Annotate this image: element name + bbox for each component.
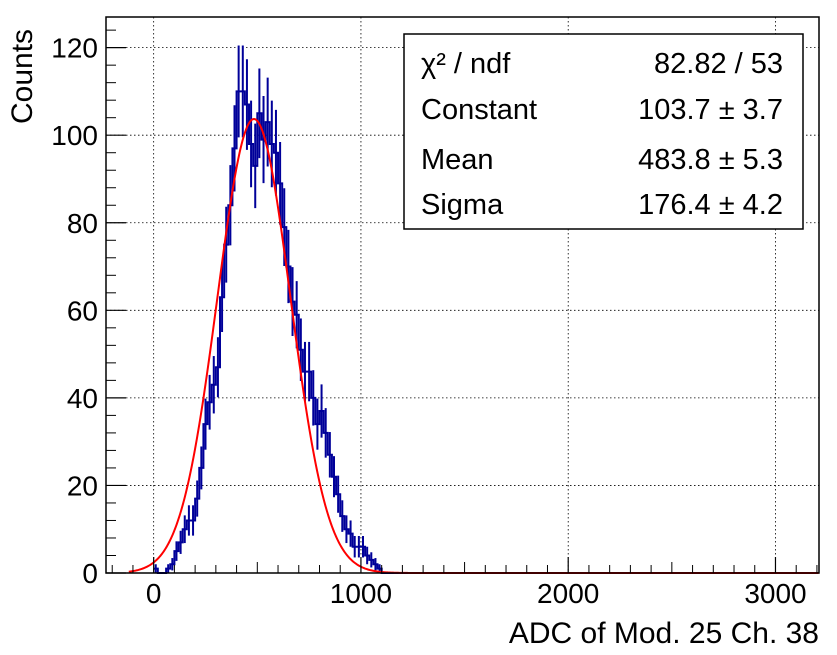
stats-chi2-value: 82.82 / 53	[654, 48, 783, 80]
axes: 0 1000 2000 3000 0 20 40 60 80 100 120	[51, 29, 818, 609]
stats-mean-label: Mean	[421, 144, 494, 176]
x-tick-label: 0	[146, 578, 162, 609]
y-tick-label: 60	[67, 295, 98, 326]
plot-frame	[105, 16, 820, 574]
y-tick-label: 0	[82, 558, 98, 589]
stats-sigma-value: 176.4 ± 4.2	[638, 189, 783, 221]
stats-chi2-label: χ² / ndf	[421, 48, 511, 80]
x-tick-label: 3000	[744, 578, 806, 609]
stats-constant-label: Constant	[421, 94, 537, 126]
x-tick-label: 1000	[330, 578, 392, 609]
y-axis-title: Counts	[6, 29, 39, 124]
stats-mean-value: 483.8 ± 5.3	[638, 144, 783, 176]
y-tick-label: 80	[67, 208, 98, 239]
stats-sigma-label: Sigma	[421, 189, 504, 221]
y-tick-label: 100	[51, 120, 98, 151]
y-tick-label: 20	[67, 470, 98, 501]
stats-constant-value: 103.7 ± 3.7	[638, 94, 783, 126]
y-tick-label: 40	[67, 383, 98, 414]
x-axis-title: ADC of Mod. 25 Ch. 38	[509, 617, 819, 650]
x-tick-label: 2000	[537, 578, 599, 609]
fit-statistics-box: χ² / ndf 82.82 / 53 Constant 103.7 ± 3.7…	[403, 33, 804, 230]
y-tick-label: 120	[51, 33, 98, 64]
